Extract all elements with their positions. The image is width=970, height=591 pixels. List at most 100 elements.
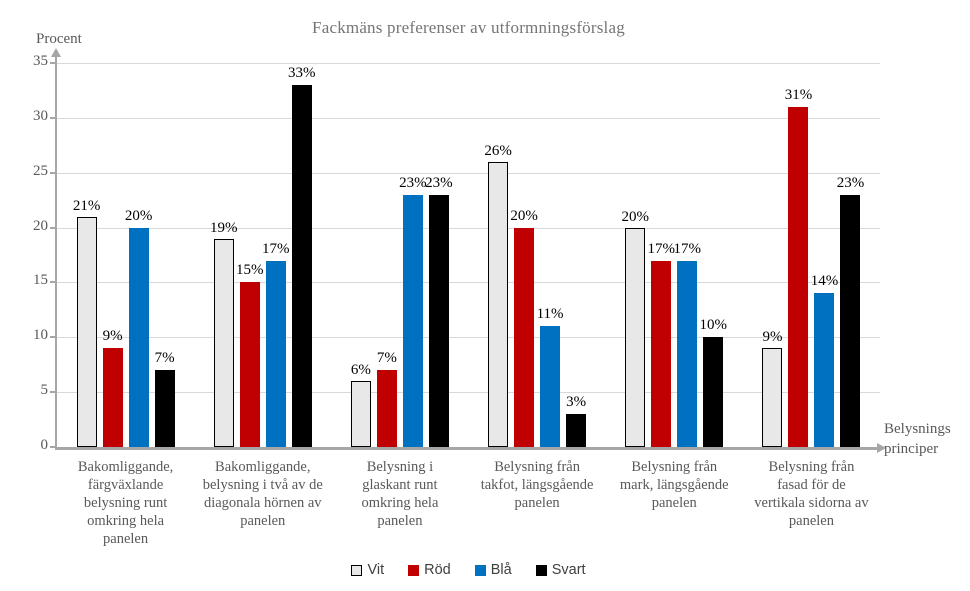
bar-svart: 33%: [288, 65, 316, 447]
legend-label: Röd: [424, 562, 451, 578]
bar-value-label: 21%: [72, 197, 101, 214]
bar-value-label: 17%: [673, 240, 702, 257]
bar-value-label: 6%: [350, 362, 371, 379]
bar-value-label: 20%: [621, 208, 650, 225]
legend-item-röd: Röd: [408, 562, 451, 578]
gridline: [57, 172, 880, 174]
bar-value-label: 23%: [425, 174, 453, 191]
legend: Vit Röd Blå Svart: [57, 562, 880, 578]
category-label: Belysning från mark, längsgående panelen: [619, 459, 729, 511]
bar-group: 9% 31% 14% 23%: [743, 63, 880, 447]
bar-svart: 23%: [837, 175, 864, 447]
bar-svart: 3%: [566, 394, 587, 447]
gridline: [57, 227, 880, 229]
bar-röd: 20%: [510, 208, 538, 447]
legend-item-vit: Vit: [351, 562, 384, 578]
bar-value-label: 20%: [124, 207, 153, 224]
y-tick-mark: [50, 336, 56, 339]
y-tick-mark: [50, 391, 56, 394]
bar-röd: 31%: [785, 87, 812, 447]
gridline: [57, 392, 880, 394]
bar-vit: 21%: [73, 198, 100, 447]
y-tick-label: 30: [33, 107, 48, 124]
y-axis-arrow-icon: [51, 48, 61, 57]
y-tick-label: 15: [33, 272, 48, 289]
bar-vit: 9%: [762, 329, 783, 447]
bar-value-label: 15%: [236, 262, 264, 279]
bar-röd: 7%: [376, 350, 397, 447]
gridline: [57, 117, 880, 119]
category-label: Belysning från fasad för de vertikala si…: [754, 459, 869, 529]
bar-vit: 19%: [210, 220, 238, 447]
bar-value-label: 9%: [762, 329, 783, 346]
bar-value-label: 10%: [699, 317, 728, 334]
y-tick-label: 35: [33, 53, 48, 69]
bar-value-label: 19%: [210, 219, 238, 236]
x-axis-line: [55, 447, 878, 450]
category-label: Bakomliggande, färgväxlande belysning ru…: [77, 459, 174, 547]
category-label: Belysning i glaskant runt omkring hela p…: [361, 459, 439, 529]
x-axis-arrow-icon: [877, 443, 886, 453]
bar-blå: 17%: [674, 241, 701, 447]
bar-value-label: 17%: [647, 240, 676, 257]
bar-blå: 20%: [125, 208, 152, 447]
bar-vit: 20%: [622, 209, 649, 447]
bar-value-label: 20%: [510, 207, 538, 224]
bar-value-label: 26%: [484, 142, 512, 159]
bar-value-label: 3%: [566, 394, 587, 411]
chart-title: Fackmäns preferenser av utformningsförsl…: [312, 18, 625, 37]
bar-group: 26% 20% 11% 3%: [469, 63, 606, 447]
y-tick-mark: [50, 281, 56, 284]
legend-swatch-icon: [408, 564, 420, 576]
gridline: [57, 282, 880, 284]
bar-röd: 17%: [648, 241, 675, 447]
bar-value-label: 11%: [536, 306, 564, 323]
bar-value-label: 7%: [376, 350, 397, 367]
bar-value-label: 17%: [262, 240, 290, 257]
y-tick-mark: [50, 62, 56, 64]
bar-value-label: 9%: [102, 328, 123, 345]
bar-value-label: 23%: [399, 174, 427, 191]
y-tick-label: 25: [33, 162, 48, 179]
x-axis-title: Belysnings principer: [884, 421, 951, 457]
bar-group: 21% 9% 20% 7%: [57, 63, 194, 447]
bar-vit: 26%: [484, 143, 512, 447]
legend-swatch-icon: [351, 564, 363, 576]
legend-label: Vit: [367, 562, 385, 578]
bar-value-label: 23%: [836, 174, 865, 191]
y-tick-label: 20: [33, 217, 48, 234]
bar-groups: 21% 9% 20% 7% 19% 15% 17% 33% 6% 7% 23% 23% 26% 20% 11…: [57, 63, 880, 447]
bar-svart: 10%: [700, 317, 727, 447]
gridline: [57, 337, 880, 339]
legend-swatch-icon: [474, 564, 486, 576]
legend-label: Svart: [551, 562, 586, 578]
bar-group: 19% 15% 17% 33%: [194, 63, 331, 447]
bar-group: 20% 17% 17% 10%: [606, 63, 743, 447]
y-tick-mark: [50, 116, 56, 119]
bar-röd: 9%: [102, 328, 123, 447]
bar-value-label: 33%: [288, 64, 316, 81]
y-tick-label: 5: [40, 382, 49, 399]
category-label: Belysning från takfot, längsgående panel…: [480, 459, 594, 511]
plot-area: 21% 9% 20% 7% 19% 15% 17% 33% 6% 7% 23% 23% 26% 20% 11…: [57, 63, 880, 447]
y-axis-line: [55, 57, 57, 448]
y-tick-mark: [50, 226, 56, 229]
y-tick-mark: [50, 171, 56, 174]
legend-item-svart: Svart: [535, 562, 586, 578]
y-tick-mark: [50, 446, 56, 448]
bar-röd: 15%: [236, 262, 264, 447]
bar-svart: 23%: [425, 175, 453, 447]
bar-value-label: 7%: [154, 350, 175, 367]
y-tick-label: 10: [33, 327, 48, 344]
bar-svart: 7%: [154, 350, 175, 447]
y-axis-title: Procent: [36, 31, 82, 47]
bar-blå: 14%: [811, 273, 838, 447]
category-label: Bakomliggande, belysning i två av de dia…: [202, 459, 323, 529]
category-labels: Bakomliggande, färgväxlande belysning ru…: [57, 459, 880, 549]
bar-blå: 23%: [399, 175, 427, 447]
legend-item-blå: Blå: [474, 562, 512, 578]
y-tick-label: 0: [40, 437, 49, 453]
bar-vit: 6%: [350, 362, 371, 447]
bar-group: 6% 7% 23% 23%: [331, 63, 468, 447]
bar-value-label: 14%: [810, 273, 839, 290]
